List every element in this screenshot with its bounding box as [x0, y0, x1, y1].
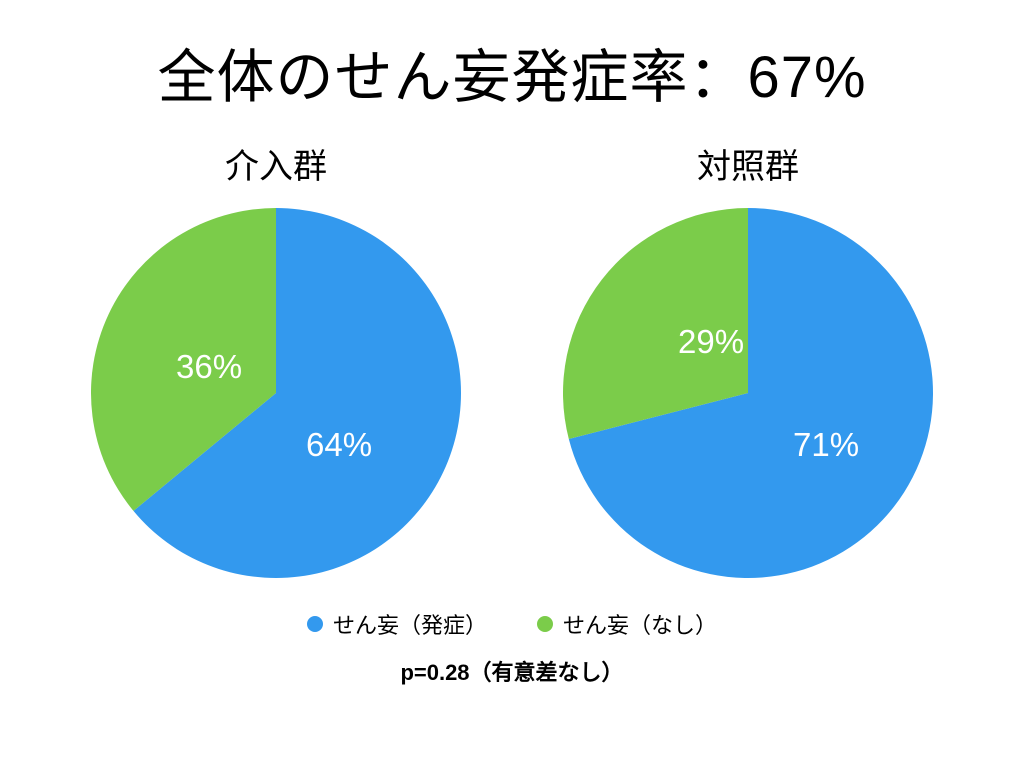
legend-dot-icon [537, 616, 553, 632]
pie-chart-left: 64% 36% [91, 208, 461, 578]
pie-slice-label: 36% [176, 348, 242, 386]
charts-container: 介入群 64% 36% 対照群 71% 29% [40, 139, 984, 578]
legend-dot-icon [307, 616, 323, 632]
pie-svg-right [563, 208, 933, 578]
legend: せん妄（発症） せん妄（なし） [307, 608, 717, 640]
chart-block-left: 介入群 64% 36% [91, 139, 461, 578]
legend-item: せん妄（なし） [537, 608, 717, 640]
pie-chart-right: 71% 29% [563, 208, 933, 578]
chart-title-left: 介入群 [225, 139, 327, 188]
pie-slice-label: 71% [793, 426, 859, 464]
page-title: 全体のせん妄発症率：67% [157, 30, 866, 114]
legend-label: せん妄（なし） [563, 608, 717, 640]
chart-block-right: 対照群 71% 29% [563, 139, 933, 578]
pie-slice-label: 64% [306, 426, 372, 464]
footer-note: p=0.28（有意差なし） [400, 655, 623, 687]
chart-title-right: 対照群 [697, 139, 799, 188]
pie-svg-left [91, 208, 461, 578]
legend-label: せん妄（発症） [333, 608, 487, 640]
legend-item: せん妄（発症） [307, 608, 487, 640]
pie-slice-label: 29% [678, 323, 744, 361]
